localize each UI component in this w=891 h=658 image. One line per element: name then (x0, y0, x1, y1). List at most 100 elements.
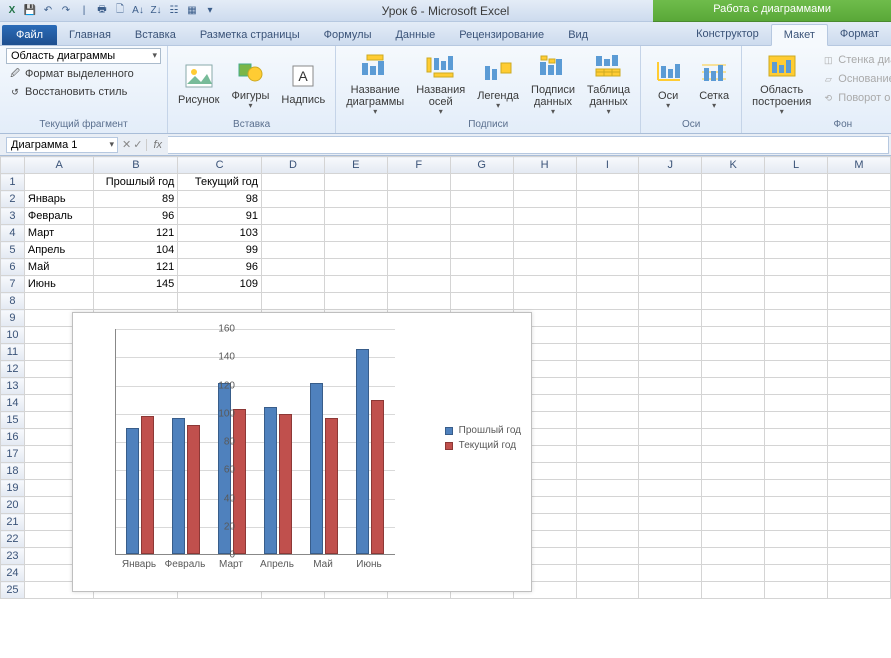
cell-K15[interactable] (702, 412, 765, 429)
cell-A8[interactable] (24, 293, 94, 310)
shapes-button[interactable]: Фигуры▾ (228, 48, 274, 119)
cell-I24[interactable] (576, 565, 639, 582)
cell-D4[interactable] (261, 225, 324, 242)
cell-K22[interactable] (702, 531, 765, 548)
cell-M3[interactable] (827, 208, 890, 225)
cell-K18[interactable] (702, 463, 765, 480)
row-header-1[interactable]: 1 (1, 174, 25, 191)
cell-I22[interactable] (576, 531, 639, 548)
row-header-13[interactable]: 13 (1, 378, 25, 395)
cell-M13[interactable] (827, 378, 890, 395)
cell-K13[interactable] (702, 378, 765, 395)
cell-I1[interactable] (576, 174, 639, 191)
data-table-button[interactable]: Таблица данных▾ (583, 48, 634, 119)
cell-B2[interactable]: 89 (94, 191, 178, 208)
cell-B5[interactable]: 104 (94, 242, 178, 259)
cell-M22[interactable] (827, 531, 890, 548)
cell-J11[interactable] (639, 344, 702, 361)
cell-K12[interactable] (702, 361, 765, 378)
cell-M21[interactable] (827, 514, 890, 531)
row-header-16[interactable]: 16 (1, 429, 25, 446)
bar-Текущий год-Апрель[interactable] (279, 414, 292, 554)
cell-J16[interactable] (639, 429, 702, 446)
cell-L7[interactable] (765, 276, 828, 293)
cell-J4[interactable] (639, 225, 702, 242)
cell-J13[interactable] (639, 378, 702, 395)
cell-J25[interactable] (639, 582, 702, 599)
cell-M9[interactable] (827, 310, 890, 327)
chart-floor-button[interactable]: ▱ Основание диагра (819, 71, 891, 87)
cell-M23[interactable] (827, 548, 890, 565)
cell-M5[interactable] (827, 242, 890, 259)
tab-insert[interactable]: Вставка (123, 25, 188, 45)
cell-B1[interactable]: Прошлый год (94, 174, 178, 191)
bar-Текущий год-Январь[interactable] (141, 416, 154, 554)
cell-M1[interactable] (827, 174, 890, 191)
plot-area-button[interactable]: Область построения▾ (748, 48, 815, 119)
col-header-C[interactable]: C (178, 157, 262, 174)
tab-page-layout[interactable]: Разметка страницы (188, 25, 312, 45)
legend-item[interactable]: Прошлый год (445, 425, 521, 436)
cell-M4[interactable] (827, 225, 890, 242)
cell-G6[interactable] (450, 259, 513, 276)
cell-K11[interactable] (702, 344, 765, 361)
cell-I3[interactable] (576, 208, 639, 225)
pivot-icon[interactable]: ▦ (184, 3, 200, 19)
row-header-2[interactable]: 2 (1, 191, 25, 208)
cell-M10[interactable] (827, 327, 890, 344)
gridlines-button[interactable]: Сетка▾ (693, 48, 735, 119)
cell-I11[interactable] (576, 344, 639, 361)
row-header-25[interactable]: 25 (1, 582, 25, 599)
cell-D3[interactable] (261, 208, 324, 225)
row-header-23[interactable]: 23 (1, 548, 25, 565)
cell-I23[interactable] (576, 548, 639, 565)
cell-K10[interactable] (702, 327, 765, 344)
rotation-3d-button[interactable]: ⟲ Поворот объемно (819, 90, 891, 106)
bar-Прошлый год-Июнь[interactable] (356, 349, 369, 554)
cell-M6[interactable] (827, 259, 890, 276)
cell-H8[interactable] (513, 293, 576, 310)
enter-formula-icon[interactable]: ✓ (133, 138, 142, 151)
cell-J2[interactable] (639, 191, 702, 208)
cell-H4[interactable] (513, 225, 576, 242)
cell-F5[interactable] (387, 242, 450, 259)
cell-L12[interactable] (765, 361, 828, 378)
cell-F6[interactable] (387, 259, 450, 276)
col-header-M[interactable]: M (827, 157, 890, 174)
cell-B6[interactable]: 121 (94, 259, 178, 276)
cell-K1[interactable] (702, 174, 765, 191)
cell-J10[interactable] (639, 327, 702, 344)
cancel-formula-icon[interactable]: ✕ (122, 138, 131, 151)
bar-Текущий год-Февраль[interactable] (187, 425, 200, 554)
cell-K14[interactable] (702, 395, 765, 412)
formula-input[interactable] (168, 136, 889, 154)
cell-C6[interactable]: 96 (178, 259, 262, 276)
cell-L19[interactable] (765, 480, 828, 497)
cell-J7[interactable] (639, 276, 702, 293)
row-header-17[interactable]: 17 (1, 446, 25, 463)
chart-legend[interactable]: Прошлый годТекущий год (445, 421, 521, 455)
format-selection-button[interactable]: 🖉 Формат выделенного (6, 66, 161, 82)
chart-title-button[interactable]: Название диаграммы▾ (342, 48, 408, 119)
cell-D6[interactable] (261, 259, 324, 276)
cell-K8[interactable] (702, 293, 765, 310)
cell-F8[interactable] (387, 293, 450, 310)
row-header-6[interactable]: 6 (1, 259, 25, 276)
col-header-J[interactable]: J (639, 157, 702, 174)
col-header-A[interactable]: A (24, 157, 94, 174)
cell-L18[interactable] (765, 463, 828, 480)
cell-L25[interactable] (765, 582, 828, 599)
row-header-22[interactable]: 22 (1, 531, 25, 548)
row-header-7[interactable]: 7 (1, 276, 25, 293)
cell-J19[interactable] (639, 480, 702, 497)
row-header-24[interactable]: 24 (1, 565, 25, 582)
bar-Текущий год-Июнь[interactable] (371, 400, 384, 554)
cell-K19[interactable] (702, 480, 765, 497)
cell-M16[interactable] (827, 429, 890, 446)
tab-chart-format[interactable]: Формат (828, 24, 891, 45)
cell-I25[interactable] (576, 582, 639, 599)
cell-L14[interactable] (765, 395, 828, 412)
cell-J12[interactable] (639, 361, 702, 378)
qat-more-icon[interactable]: ▾ (202, 3, 218, 19)
col-header-G[interactable]: G (450, 157, 513, 174)
